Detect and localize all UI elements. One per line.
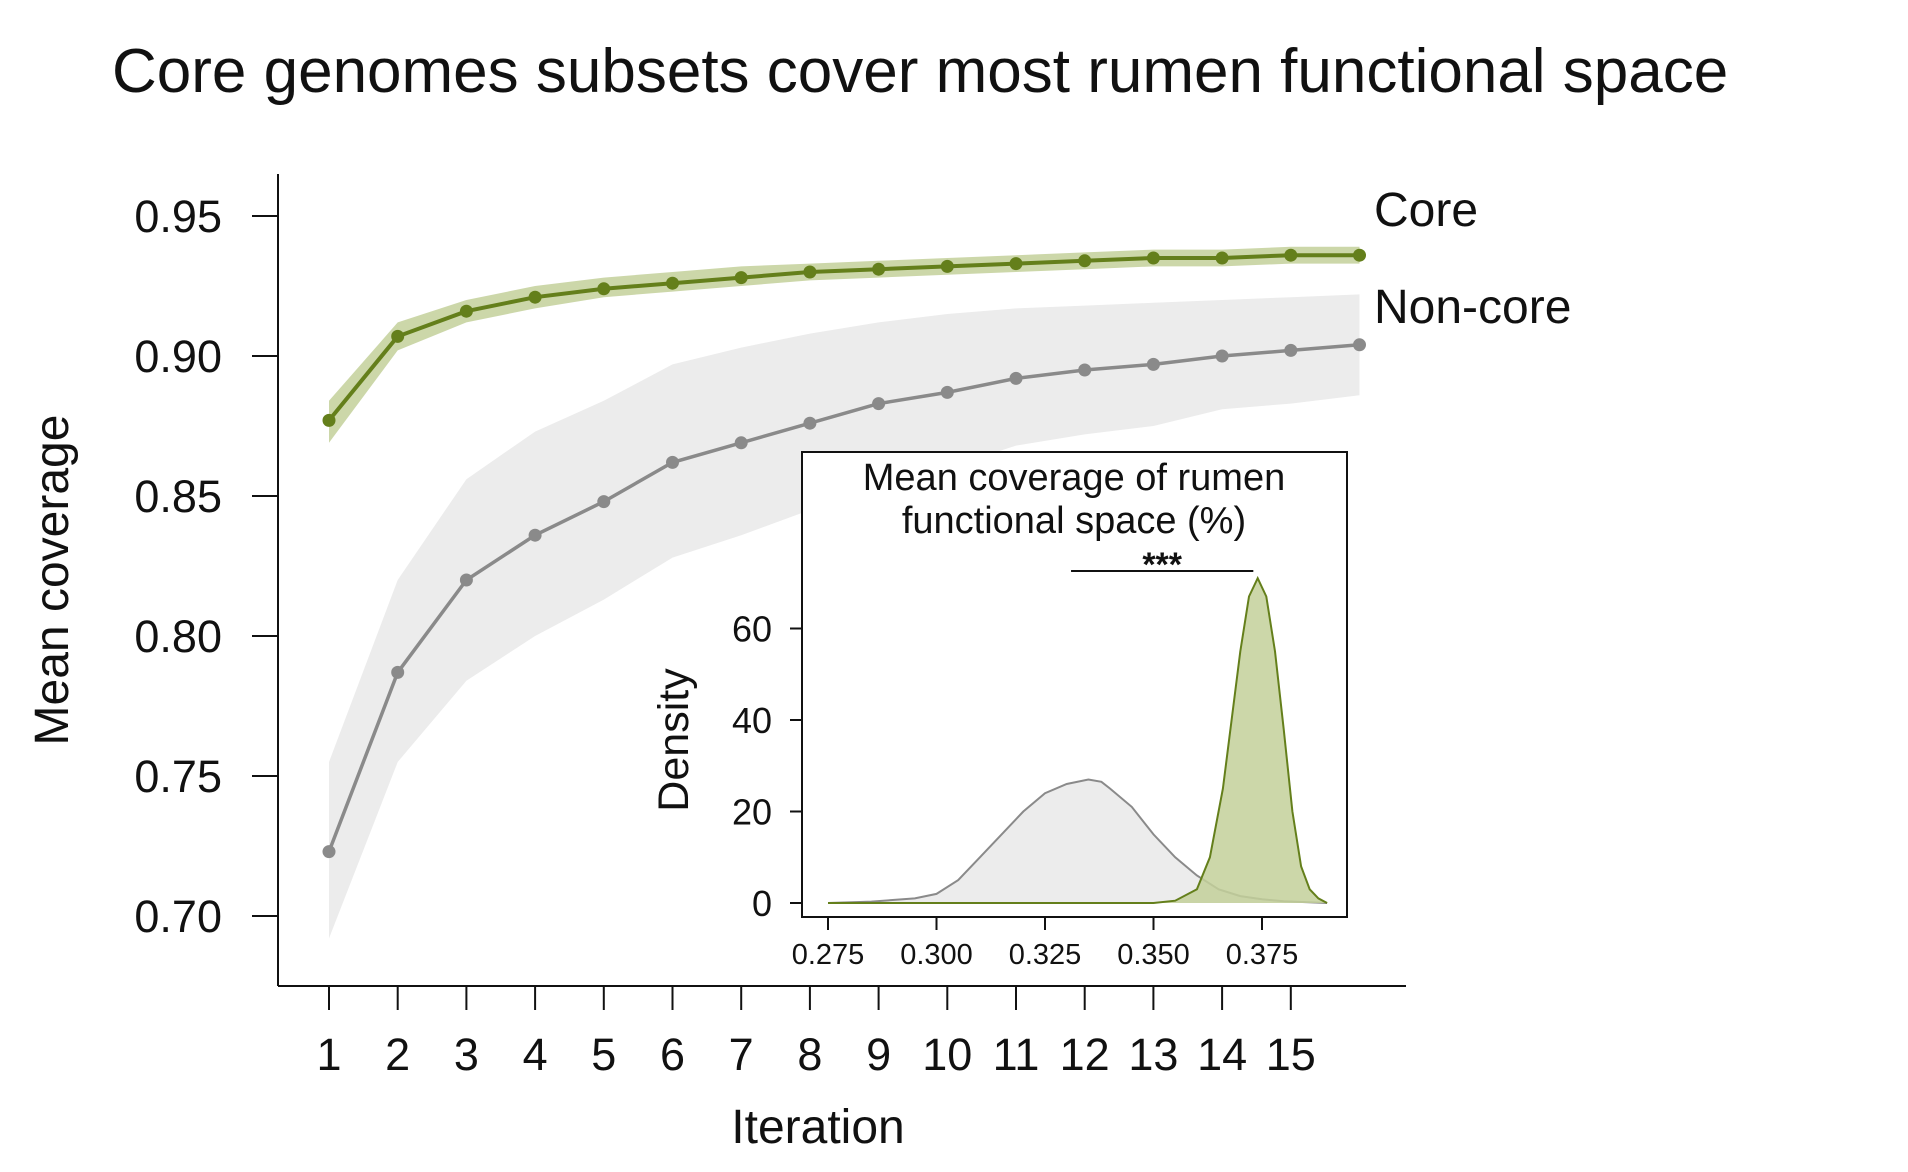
point-noncore — [1284, 343, 1298, 357]
x-tick-label: 9 — [866, 1029, 891, 1080]
x-tick-label: 4 — [523, 1029, 548, 1080]
x-tick-label: 11 — [993, 1029, 1040, 1080]
point-core — [459, 304, 473, 318]
point-core — [1353, 248, 1366, 262]
point-noncore — [528, 528, 542, 542]
line-noncore — [327, 343, 1360, 853]
point-core — [1009, 257, 1023, 271]
point-noncore — [1078, 363, 1092, 377]
y-tick-label: 0.75 — [134, 751, 222, 802]
point-core — [1215, 251, 1229, 265]
y-axis-label: Mean coverage — [26, 415, 79, 746]
density-fill-noncore — [828, 779, 1328, 903]
point-core — [528, 290, 542, 304]
y-tick-label: 0.85 — [134, 471, 222, 522]
x-tick-label: 13 — [1128, 1029, 1178, 1080]
inset-x-tick-label: 0.325 — [1009, 939, 1082, 971]
x-tick-label: 14 — [1197, 1029, 1247, 1080]
x-axis-ticks: 1 2 3 4 5 6 7 8 9 10 11 12 13 14 15 — [316, 986, 1316, 1080]
point-noncore — [803, 416, 817, 430]
point-core — [803, 265, 817, 279]
inset-title-line-1: Mean coverage of rumen — [863, 457, 1285, 499]
inset-y-tick-label: 0 — [752, 883, 772, 924]
x-tick-label: 6 — [660, 1029, 685, 1080]
x-tick-label: 1 — [316, 1029, 341, 1080]
x-tick-label: 8 — [797, 1029, 822, 1080]
inset-x-tick-label: 0.375 — [1226, 939, 1299, 971]
point-noncore — [734, 436, 748, 450]
point-noncore — [1146, 357, 1160, 371]
density-fill-core — [828, 578, 1328, 903]
point-core — [1146, 251, 1160, 265]
main-bands — [329, 246, 1360, 939]
y-tick-label: 0.70 — [134, 891, 222, 942]
x-tick-label: 5 — [591, 1029, 616, 1080]
inset-x-tick-label: 0.350 — [1117, 939, 1190, 971]
x-tick-label: 3 — [454, 1029, 479, 1080]
point-core — [597, 282, 611, 296]
x-tick-label: 2 — [385, 1029, 410, 1080]
y-tick-label: 0.90 — [134, 331, 222, 382]
point-noncore — [459, 573, 473, 587]
inset-title-line-2: functional space (%) — [902, 500, 1246, 542]
band-noncore — [329, 294, 1360, 939]
point-noncore — [1215, 349, 1229, 363]
point-noncore — [1009, 371, 1023, 385]
y-tick-label: 0.95 — [134, 191, 222, 242]
inset-y-axis-label: Density — [650, 668, 698, 812]
point-core — [391, 329, 405, 343]
significance-label: *** — [1142, 546, 1182, 584]
line-core — [327, 253, 1360, 422]
y-tick-label: 0.80 — [134, 611, 222, 662]
x-tick-label: 10 — [922, 1029, 972, 1080]
x-axis-label: Iteration — [731, 1101, 904, 1154]
band-core — [329, 246, 1360, 443]
inset-y-tick-label: 60 — [732, 609, 772, 650]
inset-y-tick-label: 40 — [732, 700, 772, 741]
inset-x-tick-label: 0.275 — [792, 939, 865, 971]
inset-x-tick-label: 0.300 — [900, 939, 973, 971]
series-label-core: Core — [1374, 184, 1478, 237]
x-tick-label: 7 — [729, 1029, 754, 1080]
x-tick-label: 15 — [1266, 1029, 1316, 1080]
point-noncore — [322, 845, 336, 859]
density-line-core — [828, 575, 1328, 904]
point-noncore — [940, 385, 954, 399]
point-noncore — [391, 665, 405, 679]
point-core — [940, 259, 954, 273]
inset-y-axis-ticks: 0 20 40 60 — [732, 609, 802, 924]
point-core — [666, 276, 679, 290]
point-noncore — [1353, 338, 1366, 352]
point-core — [734, 271, 748, 285]
point-core — [322, 413, 336, 427]
inset-x-axis-ticks: 0.275 0.300 0.325 0.350 0.375 — [792, 917, 1299, 971]
series-label-noncore: Non-core — [1374, 281, 1571, 334]
point-core — [1078, 254, 1092, 268]
point-core — [872, 262, 886, 276]
main-lines — [327, 253, 1360, 853]
point-noncore — [666, 455, 679, 469]
x-tick-label: 12 — [1060, 1029, 1110, 1080]
point-noncore — [872, 397, 886, 411]
point-core — [1284, 248, 1298, 262]
chart-title: Core genomes subsets cover most rumen fu… — [112, 37, 1728, 106]
y-axis-ticks: 0.70 0.75 0.80 0.85 0.90 0.95 — [134, 191, 278, 942]
inset-y-tick-label: 20 — [732, 792, 772, 833]
main-points — [322, 248, 1366, 859]
point-noncore — [597, 495, 611, 509]
inset-density-areas — [827, 575, 1328, 904]
